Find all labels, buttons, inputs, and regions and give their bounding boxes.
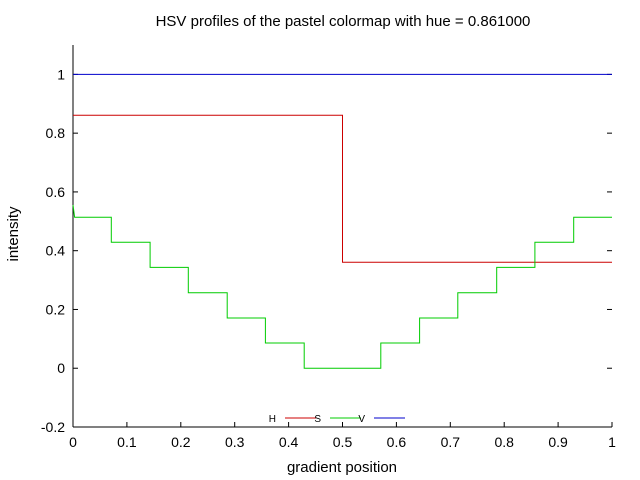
legend-label-s: S [314, 414, 321, 425]
y-tick-label: 0 [57, 360, 65, 376]
y-tick-label: -0.2 [41, 419, 65, 435]
chart-title: HSV profiles of the pastel colormap with… [156, 13, 531, 30]
x-tick-label: 0.7 [441, 434, 461, 450]
y-tick-label: 0.8 [46, 125, 66, 141]
series-line-s [72, 204, 612, 369]
y-tick-label: 0.4 [46, 243, 66, 259]
y-tick-label: 0.6 [46, 184, 66, 200]
x-tick-label: 1 [608, 434, 616, 450]
legend-label-v: V [358, 414, 365, 425]
x-tick-label: 0.9 [548, 434, 568, 450]
x-tick-label: 0 [69, 434, 77, 450]
series-line-h [73, 114, 612, 263]
x-axis-label: gradient position [287, 459, 397, 476]
y-axis-label: intensity [5, 206, 22, 262]
x-tick-label: 0.1 [117, 434, 137, 450]
x-tick-label: 0.5 [333, 434, 353, 450]
legend-label-h: H [269, 414, 276, 425]
x-tick-label: 0.6 [387, 434, 407, 450]
x-axis-ticks: 0 0.1 0.2 0.3 0.4 0.5 0.6 0.7 0.8 0.9 1 [69, 422, 616, 450]
y-axis-ticks: -0.2 0 0.2 0.4 0.6 0.8 1 [41, 66, 612, 435]
series-lines [72, 73, 612, 369]
x-tick-label: 0.3 [225, 434, 245, 450]
x-tick-label: 0.2 [171, 434, 191, 450]
y-tick-label: 1 [57, 66, 65, 82]
x-tick-label: 0.4 [279, 434, 299, 450]
y-tick-label: 0.2 [46, 301, 66, 317]
x-tick-label: 0.8 [494, 434, 514, 450]
